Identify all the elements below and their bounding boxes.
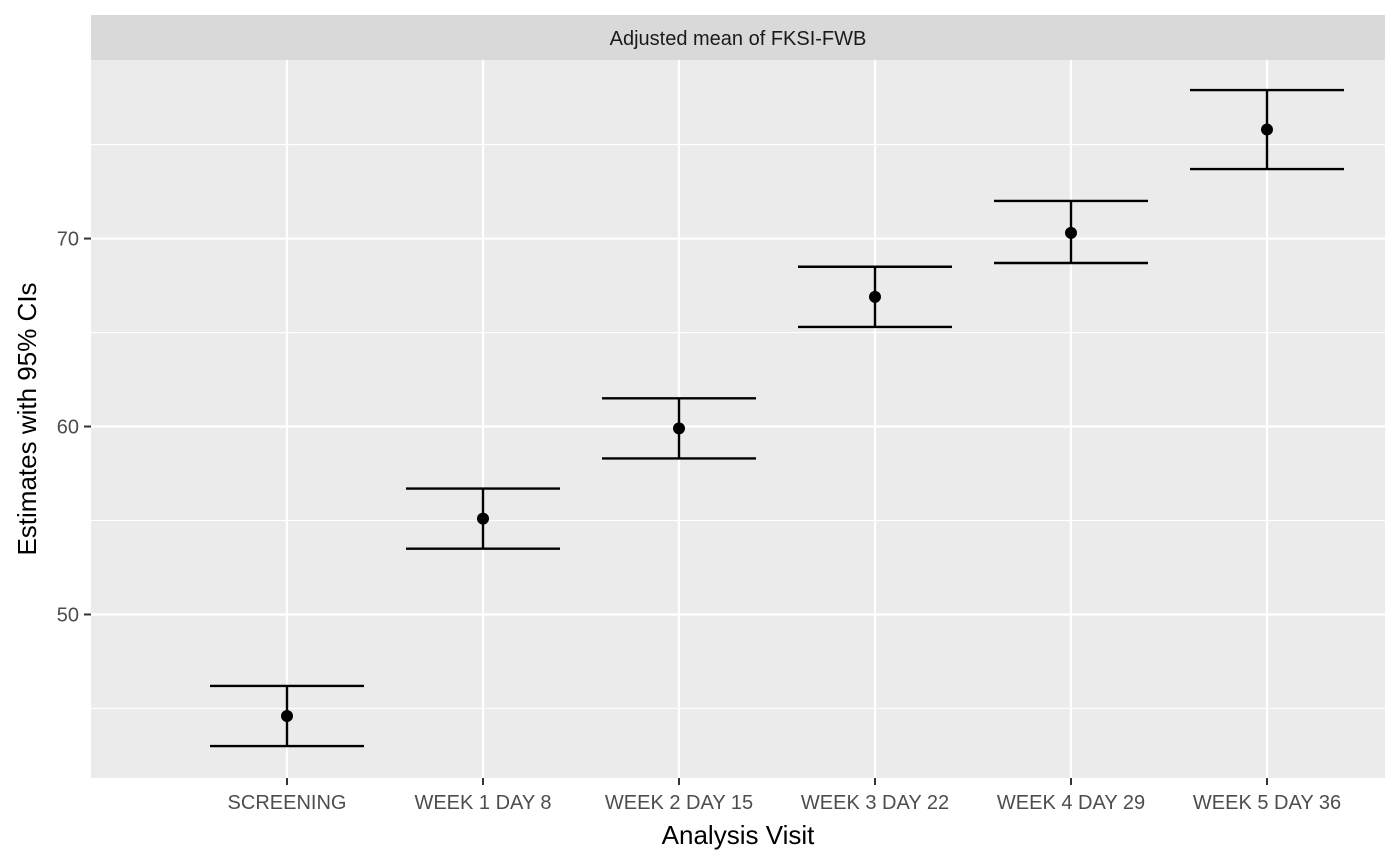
- error-bars: [210, 88, 1344, 748]
- estimate-point: [477, 512, 489, 525]
- y-tick-label: 50: [57, 604, 79, 626]
- x-axis-title: Analysis Visit: [662, 820, 815, 850]
- estimate-point: [1261, 123, 1273, 136]
- chart-title: Adjusted mean of FKSI-FWB: [610, 28, 867, 50]
- y-axis-title: Estimates with 95% CIs: [12, 282, 42, 555]
- x-tick-label: SCREENING: [228, 792, 347, 814]
- x-tick-label: WEEK 3 DAY 22: [801, 792, 949, 814]
- estimate-point: [281, 709, 293, 722]
- axes: 50 60 70 SCREENING WEEK 1 DAY 8 WEEK 2 DAY 15…: [57, 229, 1341, 814]
- x-tick-label: WEEK 5 DAY 36: [1193, 792, 1341, 814]
- estimate-point: [673, 422, 685, 435]
- plot-panel: [91, 60, 1385, 778]
- x-tick-label: WEEK 4 DAY 29: [997, 792, 1145, 814]
- y-tick-label: 60: [57, 417, 79, 439]
- y-tick-label: 70: [57, 229, 79, 251]
- facet-strip: [91, 15, 1385, 60]
- estimate-point: [1065, 226, 1077, 239]
- estimate-point: [869, 290, 881, 303]
- x-tick-label: WEEK 1 DAY 8: [414, 792, 551, 814]
- x-tick-label: WEEK 2 DAY 15: [605, 792, 753, 814]
